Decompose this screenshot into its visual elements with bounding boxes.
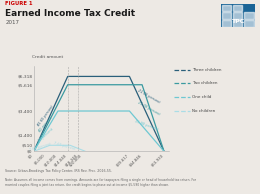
Text: 21.06 percent: 21.06 percent [136, 88, 160, 104]
Bar [233, 5, 242, 11]
Text: 40 percent: 40 percent [38, 115, 53, 133]
Text: Credit amount: Credit amount [32, 55, 64, 59]
Text: One child: One child [192, 95, 212, 99]
Text: 2017: 2017 [5, 20, 19, 25]
Text: No children: No children [192, 109, 216, 113]
Text: Two children: Two children [192, 81, 218, 85]
Bar [233, 20, 242, 27]
Text: Earned Income Tax Credit: Earned Income Tax Credit [5, 9, 135, 18]
Text: FIGURE 1: FIGURE 1 [5, 1, 33, 6]
Text: Note: Assumes all income comes from earnings. Amounts are for taxpayers filing a: Note: Assumes all income comes from earn… [5, 178, 196, 187]
Text: 21.06 percent: 21.06 percent [136, 100, 160, 116]
Text: Three children: Three children [192, 68, 222, 72]
Text: 45.65 percent: 45.65 percent [37, 105, 54, 127]
Text: 7.65 percent: 7.65 percent [29, 142, 51, 152]
Bar [233, 12, 242, 19]
Bar [222, 20, 231, 27]
Text: 7.65 percent: 7.65 percent [53, 141, 76, 151]
Text: TPC: TPC [231, 19, 244, 24]
Bar [244, 12, 254, 19]
Bar [222, 5, 231, 11]
Text: 15.98 percent: 15.98 percent [134, 120, 159, 132]
Bar [222, 12, 231, 19]
Text: 34 percent: 34 percent [37, 128, 54, 144]
Bar [244, 20, 254, 27]
Text: Source: Urban-Brookings Tax Policy Center, IRS Rev. Proc. 2016-55.: Source: Urban-Brookings Tax Policy Cente… [5, 169, 112, 173]
